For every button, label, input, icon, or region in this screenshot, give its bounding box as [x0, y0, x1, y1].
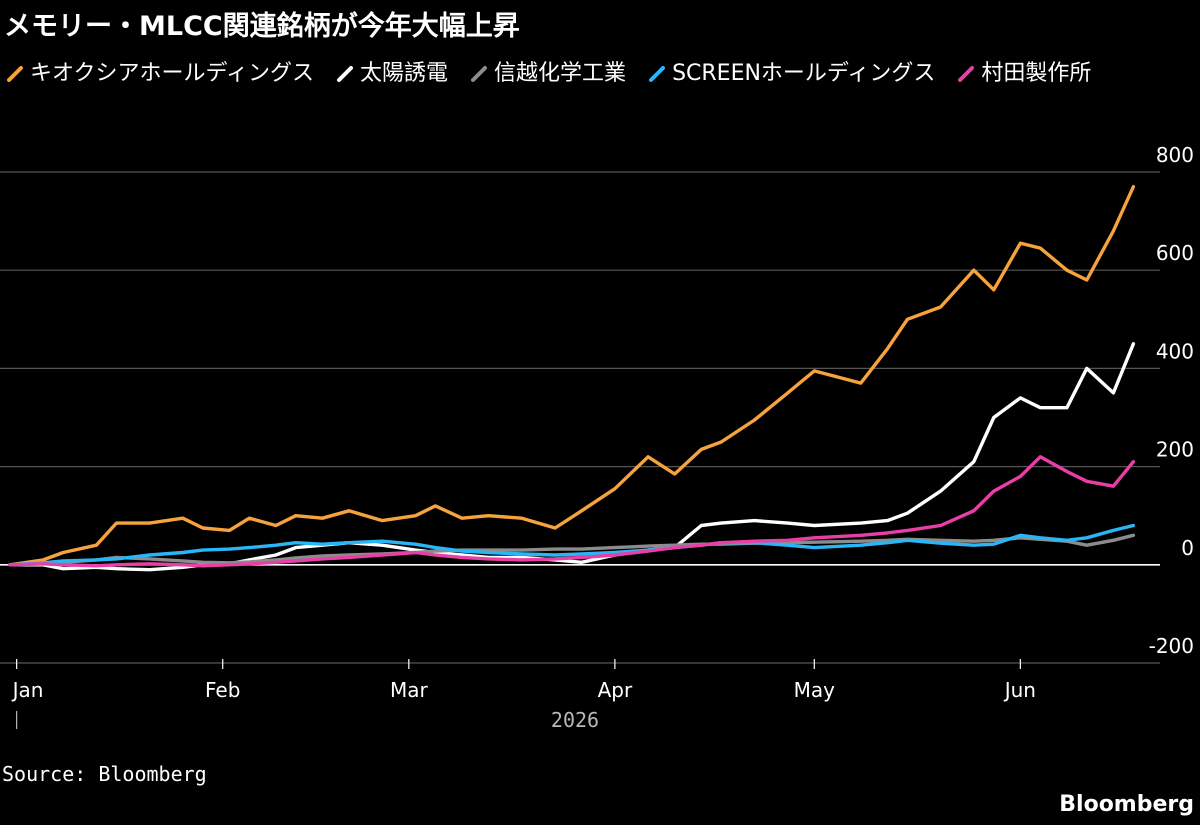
x-tick-label: Apr	[598, 678, 633, 702]
legend-swatch	[649, 66, 666, 82]
bloomberg-logo: Bloomberg	[1059, 792, 1194, 817]
x-tick-label: Jun	[1003, 678, 1036, 702]
legend-item: 村田製作所	[957, 60, 1091, 88]
x-tick-label: Mar	[390, 678, 429, 702]
axis-layer: 800 600 400 200 0 -200 Jan Feb Mar Apr May Jun 2026	[11, 143, 1194, 732]
y-tick-label: 800	[1156, 143, 1194, 167]
legend-item: キオクシアホールディングス	[6, 60, 314, 88]
legend-label: 信越化学工業	[494, 61, 627, 86]
legend-swatch	[471, 66, 488, 82]
legend-label: 太陽誘電	[360, 61, 449, 86]
legend-item: SCREENホールディングス	[648, 60, 935, 88]
series-line	[8, 523, 1136, 567]
y-tick-label: 400	[1156, 339, 1194, 363]
x-tick-label: May	[794, 678, 836, 702]
x-axis-year-label: 2026	[551, 708, 599, 732]
series-line	[8, 342, 1136, 572]
y-tick-label: 0	[1181, 536, 1194, 560]
chart-title: メモリー・MLCC関連銘柄が今年大幅上昇	[4, 11, 520, 42]
y-tick-label: -200	[1149, 634, 1194, 658]
x-tick-label: Feb	[205, 678, 240, 702]
source-note: Source: Bloomberg	[2, 762, 207, 786]
legend-item: 信越化学工業	[470, 60, 626, 88]
series-line	[8, 455, 1136, 568]
y-tick-label: 600	[1156, 241, 1194, 265]
legend-swatch	[337, 66, 354, 82]
series-line	[8, 184, 1136, 567]
legend-label: キオクシアホールディングス	[30, 61, 315, 86]
x-tick-label: Jan	[11, 678, 44, 702]
series-line	[8, 533, 1136, 567]
legend-swatch	[7, 66, 23, 82]
legend-label: 村田製作所	[981, 61, 1092, 86]
legend-label: SCREENホールディングス	[672, 61, 936, 86]
legend-swatch	[958, 66, 975, 82]
legend: キオクシアホールディングス 太陽誘電 信越化学工業 SCREENホールディングス 村田製…	[6, 60, 1156, 88]
grid-layer	[0, 171, 1160, 664]
series-layer	[8, 184, 1136, 572]
legend-item: 太陽誘電	[336, 60, 448, 88]
y-tick-label: 200	[1156, 438, 1194, 462]
